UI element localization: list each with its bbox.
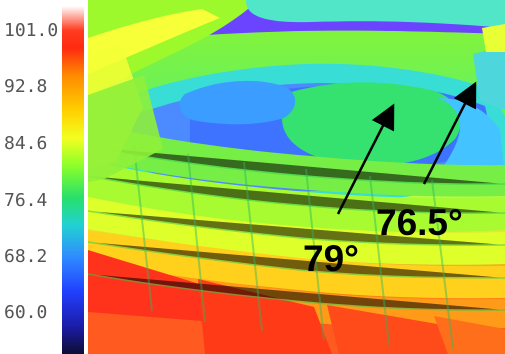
lower-stand-orange-right xyxy=(434,316,505,354)
right-stand-cyan xyxy=(473,46,505,110)
scale-label-60: 60.0 xyxy=(4,302,48,323)
lower-stand-red-right xyxy=(327,305,455,354)
annotation-79: 79° xyxy=(303,238,359,279)
stand-columns xyxy=(133,145,454,350)
scale-label-92: 92.8 xyxy=(4,76,48,97)
scale-label-101: 101.0 xyxy=(4,20,59,41)
scale-label-68: 68.2 xyxy=(4,246,48,267)
scale-label-76: 76.4 xyxy=(4,190,48,211)
left-green-tower xyxy=(88,75,163,182)
right-stand-yellow xyxy=(482,24,505,52)
lower-stand-red-left xyxy=(88,250,215,322)
infield-patch xyxy=(179,80,296,125)
stand-texture xyxy=(88,146,505,311)
upper-stand-cyan xyxy=(245,0,505,28)
scale-label-84: 84.6 xyxy=(4,133,48,154)
thermal-scene xyxy=(88,0,505,354)
annotation-76-5: 76.5° xyxy=(376,202,463,243)
lower-stand-red-mid xyxy=(198,279,332,354)
field-green-patch xyxy=(282,82,461,166)
temperature-scale: 101.0 92.8 84.6 76.4 68.2 60.0 xyxy=(0,0,88,354)
thermal-image xyxy=(88,0,505,354)
temperature-colorbar xyxy=(62,6,84,354)
